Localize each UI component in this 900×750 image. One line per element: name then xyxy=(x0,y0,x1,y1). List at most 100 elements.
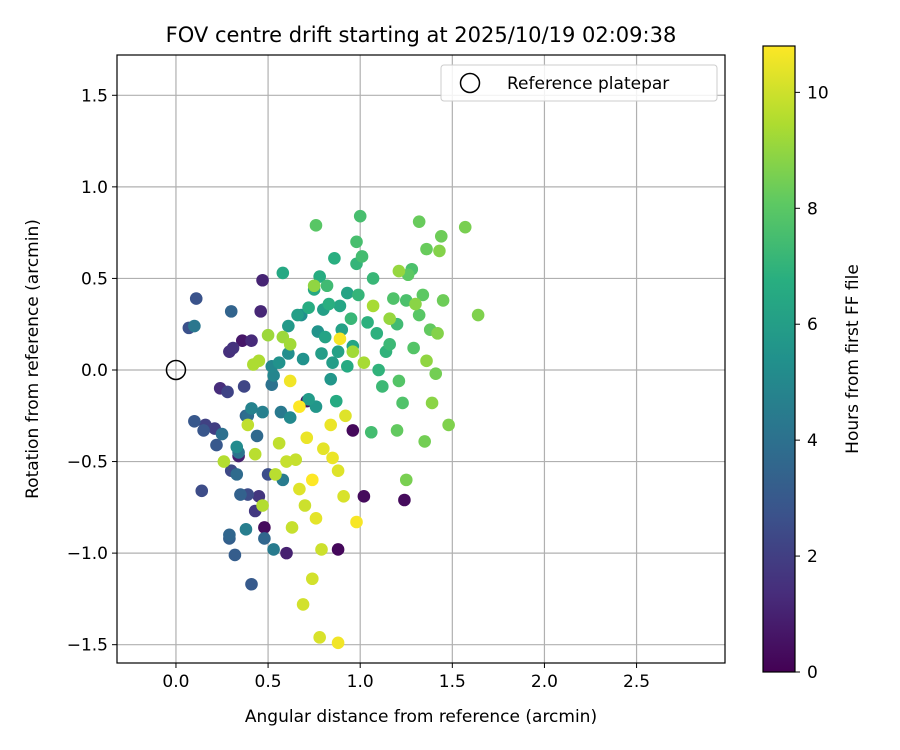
data-point xyxy=(376,380,389,393)
y-tick-label: 1.0 xyxy=(81,178,108,198)
data-point xyxy=(245,334,258,347)
data-point xyxy=(366,299,380,313)
data-point xyxy=(390,424,404,437)
data-point xyxy=(339,409,352,423)
data-point xyxy=(315,347,328,360)
data-point xyxy=(258,532,271,545)
data-point xyxy=(364,425,378,439)
data-point xyxy=(331,345,345,358)
data-point xyxy=(250,429,264,443)
data-point xyxy=(283,374,297,388)
data-point xyxy=(383,338,396,351)
data-point xyxy=(425,396,439,410)
data-point xyxy=(431,327,444,340)
data-point xyxy=(313,270,326,283)
data-point xyxy=(234,488,247,501)
colorbar-tick-label: 8 xyxy=(807,199,818,219)
data-point xyxy=(217,455,231,468)
reference-platepar-point xyxy=(165,359,187,381)
y-tick-label: −1.5 xyxy=(67,636,108,656)
data-point xyxy=(237,380,251,393)
data-point xyxy=(346,345,360,358)
data-point xyxy=(239,523,253,536)
data-point xyxy=(331,543,345,556)
data-point xyxy=(272,436,286,450)
data-point xyxy=(352,288,365,302)
data-point xyxy=(283,338,297,351)
data-point xyxy=(355,250,369,263)
y-tick-label: −0.5 xyxy=(67,453,108,473)
colorbar: 0 2 4 6 8 10 Hours from first FF file xyxy=(762,45,863,683)
data-point xyxy=(256,405,269,419)
data-point xyxy=(337,490,350,503)
y-axis-ticks: −1.5 −1.0 −0.5 0.0 0.5 1.0 1.5 xyxy=(67,86,117,656)
data-point xyxy=(296,352,310,366)
legend-label: Reference platepar xyxy=(507,74,669,94)
data-point xyxy=(341,286,354,300)
data-point xyxy=(188,319,201,333)
data-point xyxy=(436,294,450,307)
x-tick-label: 0.0 xyxy=(162,672,189,692)
data-point xyxy=(247,358,260,371)
x-tick-label: 2.0 xyxy=(531,672,558,692)
data-point xyxy=(241,418,255,432)
data-point xyxy=(235,334,249,347)
data-point xyxy=(230,468,244,481)
data-point xyxy=(350,515,363,529)
data-point xyxy=(416,288,430,302)
data-point xyxy=(370,327,384,340)
data-point xyxy=(317,442,330,456)
data-point xyxy=(256,273,269,287)
y-tick-label: −1.0 xyxy=(67,544,108,564)
data-point xyxy=(433,244,446,258)
data-point xyxy=(226,341,240,355)
data-point xyxy=(280,455,293,468)
data-point xyxy=(392,264,406,278)
data-point xyxy=(309,512,323,525)
data-point xyxy=(269,468,282,481)
data-point xyxy=(245,577,258,591)
data-point xyxy=(331,464,345,478)
data-point xyxy=(429,367,443,380)
data-point xyxy=(357,356,371,369)
data-point xyxy=(280,546,293,560)
data-point xyxy=(326,451,339,465)
data-point xyxy=(328,251,341,265)
data-point xyxy=(313,631,326,644)
y-tick-label: 0.5 xyxy=(81,269,108,289)
colorbar-tick-label: 0 xyxy=(807,663,818,683)
data-point xyxy=(215,427,229,441)
data-point xyxy=(223,528,236,542)
data-point xyxy=(412,308,426,322)
legend: Reference platepar xyxy=(440,64,718,102)
data-point xyxy=(366,272,380,285)
data-point xyxy=(361,316,374,329)
x-tick-label: 1.5 xyxy=(439,672,466,692)
colorbar-gradient xyxy=(762,45,796,673)
data-point xyxy=(392,374,406,388)
colorbar-ticks: 0 2 4 6 8 10 xyxy=(795,83,829,683)
data-point xyxy=(442,418,455,432)
data-point xyxy=(331,636,345,650)
scatter-points xyxy=(182,209,485,650)
data-point xyxy=(302,392,315,406)
data-point xyxy=(315,543,328,556)
data-point xyxy=(195,484,209,498)
colorbar-label: Hours from first FF file xyxy=(843,264,863,454)
colorbar-tick-label: 4 xyxy=(807,431,818,451)
data-point xyxy=(420,354,433,368)
data-point xyxy=(346,424,360,437)
x-tick-label: 0.5 xyxy=(255,672,282,692)
data-point xyxy=(326,356,339,369)
data-point xyxy=(302,301,315,315)
data-point xyxy=(276,266,290,280)
data-point xyxy=(221,385,234,399)
data-point xyxy=(283,411,297,424)
data-point xyxy=(420,242,433,256)
chart-title: FOV centre drift starting at 2025/10/19 … xyxy=(166,23,677,47)
data-point xyxy=(282,319,295,333)
x-tick-label: 1.0 xyxy=(347,672,374,692)
data-point xyxy=(333,299,347,313)
data-point xyxy=(230,440,244,454)
data-point xyxy=(224,305,238,318)
